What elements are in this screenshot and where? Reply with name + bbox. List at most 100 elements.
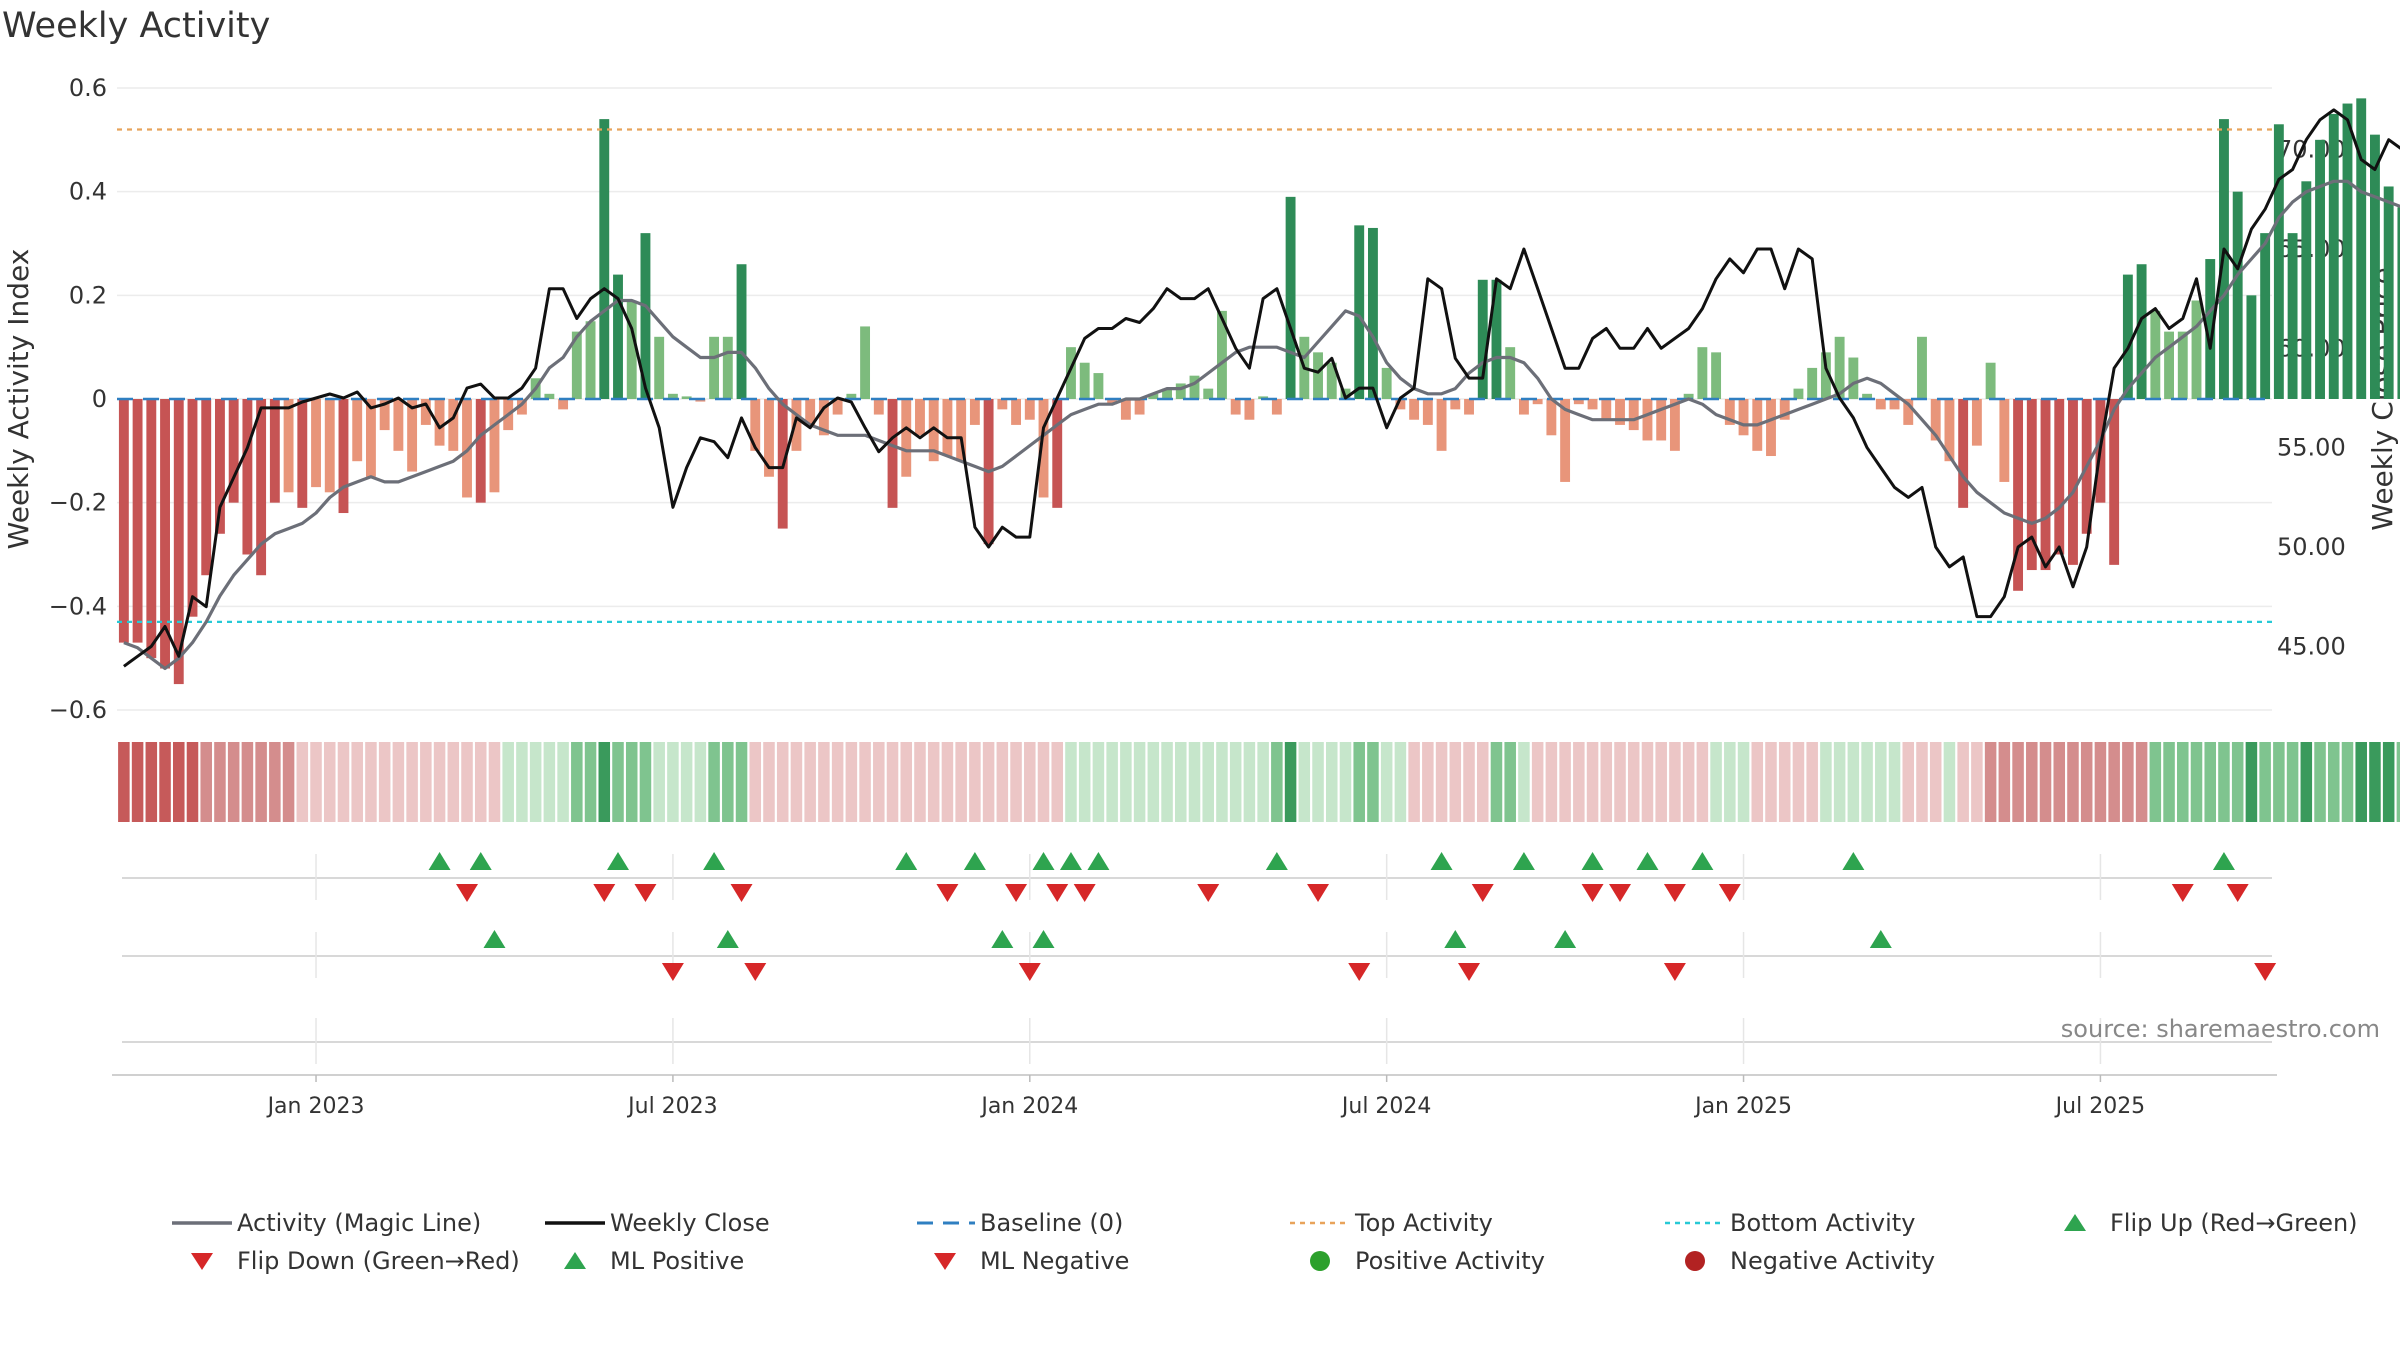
heat-cell xyxy=(1257,742,1269,822)
legend-symbol-bottom-icon xyxy=(1660,1208,1730,1238)
x-tick-label: Jan 2024 xyxy=(979,1094,1078,1119)
heat-cell xyxy=(1120,742,1132,822)
activity-bar xyxy=(1738,399,1749,436)
legend-symbol-mlpos-icon xyxy=(540,1246,610,1276)
activity-bar xyxy=(654,336,665,399)
activity-bar xyxy=(1656,399,1667,441)
heat-cell xyxy=(2218,742,2230,822)
legend-item-magic: Activity (Magic Line) xyxy=(167,1208,481,1238)
legend-label: Baseline (0) xyxy=(980,1209,1124,1237)
flip-up-marker xyxy=(607,852,630,870)
heat-cell xyxy=(1037,742,1050,822)
legend-label: Weekly Close xyxy=(610,1209,770,1237)
activity-bar xyxy=(1464,399,1474,415)
heat-cell xyxy=(708,742,720,822)
heat-cell xyxy=(1504,742,1516,822)
activity-bar xyxy=(860,326,871,399)
heat-cell xyxy=(749,742,762,822)
legend-item-flipup: Flip Up (Red→Green) xyxy=(2040,1208,2358,1238)
heat-cell xyxy=(1339,742,1352,822)
heat-cell xyxy=(296,742,309,822)
heat-cell xyxy=(1476,742,1489,822)
activity-bar xyxy=(2191,300,2202,399)
activity-bar xyxy=(146,399,157,659)
activity-bar xyxy=(407,399,418,472)
heat-cell xyxy=(1271,742,1283,822)
heat-cell xyxy=(557,742,569,822)
heat-cell xyxy=(1806,742,1818,822)
heat-cell xyxy=(1765,742,1777,822)
ml-positive-marker xyxy=(716,930,739,948)
activity-bar xyxy=(462,399,472,498)
activity-bar xyxy=(1820,352,1831,399)
activity-bar xyxy=(695,399,706,402)
activity-bar xyxy=(1944,399,1955,462)
heat-cell xyxy=(378,742,391,822)
heat-cell xyxy=(1655,742,1667,822)
activity-bar xyxy=(1148,393,1159,399)
activity-bar xyxy=(1203,388,1214,399)
heat-cell xyxy=(2231,742,2244,822)
heat-cell xyxy=(598,742,611,822)
ml-positive-marker xyxy=(483,930,506,948)
heat-cell xyxy=(2369,742,2381,822)
heat-cell xyxy=(941,742,954,822)
weekly-close-line xyxy=(123,108,2400,668)
activity-bar xyxy=(1683,393,1694,399)
heat-cell xyxy=(1778,742,1791,822)
ml-negative-marker xyxy=(1458,963,1481,981)
heat-cell xyxy=(1518,742,1530,822)
heat-cell xyxy=(1367,742,1379,822)
heat-cell xyxy=(159,742,171,822)
heat-cell xyxy=(859,742,871,822)
heat-cell xyxy=(310,742,322,822)
activity-bar xyxy=(1450,399,1461,410)
heat-cell xyxy=(2259,742,2271,822)
activity-bar xyxy=(1217,310,1227,399)
heat-cell xyxy=(1696,742,1709,822)
legend-item-negact: Negative Activity xyxy=(1660,1246,1935,1276)
legend-label: Top Activity xyxy=(1355,1209,1493,1237)
activity-bar xyxy=(1258,396,1269,399)
heat-cell xyxy=(790,742,803,822)
heat-cell xyxy=(200,742,212,822)
activity-bar xyxy=(1999,399,2010,482)
activity-bar xyxy=(942,399,953,457)
heat-cell xyxy=(804,742,816,822)
legend-label: Activity (Magic Line) xyxy=(237,1209,482,1237)
activity-bar xyxy=(544,393,555,399)
heat-cell xyxy=(1202,742,1214,822)
heat-cell xyxy=(2190,742,2203,822)
activity-bar xyxy=(1107,399,1118,405)
activity-bar xyxy=(1093,373,1104,399)
activity-bar xyxy=(1038,399,1049,498)
heat-cell xyxy=(1682,742,1695,822)
activity-bar xyxy=(599,119,610,399)
activity-bar xyxy=(434,399,445,446)
heat-cell xyxy=(1243,742,1256,822)
y2-tick-label: 50.00 xyxy=(2277,533,2346,561)
activity-bar xyxy=(2383,186,2394,399)
heat-cell xyxy=(516,742,528,822)
magic-line xyxy=(123,179,2400,671)
heat-cell xyxy=(1669,742,1681,822)
activity-bar xyxy=(1011,399,1022,425)
heat-cell xyxy=(1531,742,1544,822)
heat-cell xyxy=(406,742,418,822)
activity-bar xyxy=(846,393,857,399)
heat-cell xyxy=(1490,742,1503,822)
heat-cell xyxy=(2135,742,2148,822)
heat-cell xyxy=(722,742,734,822)
activity-bar xyxy=(228,399,239,503)
activity-bar xyxy=(338,399,349,514)
activity-bar xyxy=(722,336,733,399)
heat-cell xyxy=(241,742,254,822)
heat-cell xyxy=(1051,742,1064,822)
legend-label: Flip Up (Red→Green) xyxy=(2110,1209,2358,1237)
activity-bar xyxy=(1436,399,1447,451)
flip-down-marker xyxy=(1581,884,1604,902)
activity-bar xyxy=(1985,362,1996,399)
activity-bar xyxy=(1917,336,1927,399)
flip-down-marker xyxy=(1471,884,1494,902)
y-tick-label: 0.4 xyxy=(69,178,107,206)
